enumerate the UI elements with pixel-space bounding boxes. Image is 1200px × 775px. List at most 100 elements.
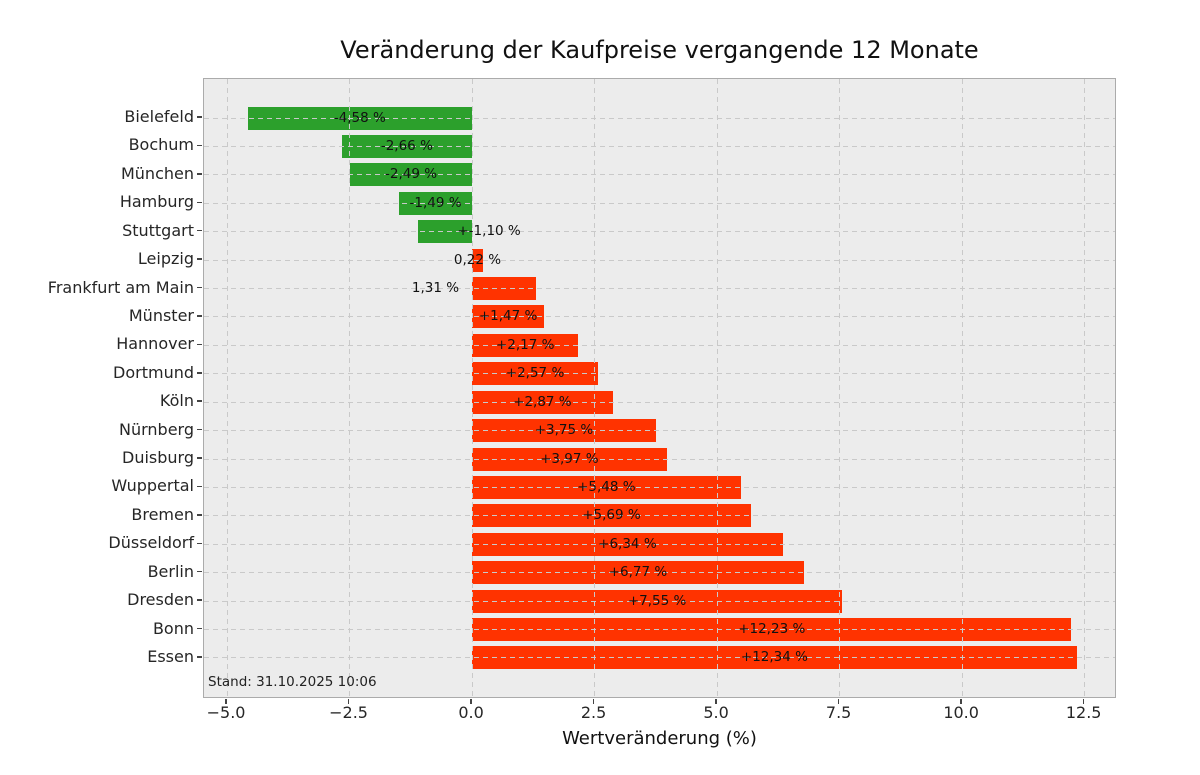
bar-value-label: 0,22 % [453,251,502,268]
bar-value-label: 1,31 % [411,280,460,297]
y-tick-mark [197,258,202,260]
gridline-vertical [1084,79,1086,697]
y-tick-label: Düsseldorf [108,533,194,553]
y-tick-mark [197,428,202,431]
y-tick-label: Essen [147,646,194,666]
x-tick-label: −2.5 [329,703,368,722]
y-tick-mark [197,485,202,488]
x-tick-mark [225,699,227,704]
bar-value-label: +1,47 % [478,308,538,325]
gridline-horizontal [204,401,1115,403]
y-tick-mark [197,173,202,175]
y-tick-label: Stuttgart [122,220,194,240]
y-tick-label: Hannover [116,334,194,354]
gridline-horizontal [204,600,1115,602]
x-tick-label: 10.0 [943,703,979,722]
status-note: Stand: 31.10.2025 10:06 [208,674,377,690]
gridline-horizontal [204,430,1115,432]
gridline-vertical [349,79,351,697]
bar-value-label: +7,55 % [627,592,687,609]
y-tick-mark [197,400,202,402]
gridline-vertical [839,79,841,697]
x-tick-label: 0.0 [458,703,484,722]
y-tick-label: Bremen [131,504,194,524]
gridline-horizontal [204,515,1115,517]
gridline-vertical [226,79,228,697]
y-tick-label: Köln [159,391,194,411]
y-tick-mark [197,286,202,289]
gridline-horizontal [204,373,1115,375]
gridline-horizontal [204,288,1115,290]
bar-value-label: +2,87 % [513,393,572,410]
bar-value-label: +3,97 % [540,450,599,467]
x-tick-label: 2.5 [580,703,607,722]
bar-value-label: +12,23 % [738,621,806,638]
gridline-horizontal [204,316,1115,318]
x-tick-mark [1082,699,1085,704]
gridline-horizontal [204,259,1115,261]
plot-area: -4,58 % -2,66 % -2,49 % -1,49 % +-1,10 % 0,22… [203,78,1116,698]
gridline-horizontal [204,145,1115,147]
bar-value-label: -4,58 % [333,109,386,126]
y-tick-label: Duisburg [122,448,194,468]
bar-value-label: +3,75 % [534,422,594,439]
y-tick-label: München [120,163,194,183]
gridline-horizontal [204,117,1115,119]
gridline-horizontal [204,231,1115,233]
x-tick-label: −5.0 [206,703,246,722]
gridline-vertical [716,79,718,697]
y-tick-mark [197,570,202,573]
y-tick-mark [197,144,202,147]
y-tick-mark [197,457,202,459]
y-tick-mark [197,627,202,630]
y-tick-mark [197,343,202,346]
y-tick-mark [197,229,202,232]
y-tick-mark [197,656,202,658]
x-tick-label: 12.5 [1065,703,1102,722]
bar-value-label: +6,77 % [608,564,668,581]
bar-value-label: -2,49 % [385,166,438,183]
bar-value-label: +5,69 % [582,507,641,524]
y-tick-mark [197,599,202,601]
y-tick-mark [197,201,202,203]
gridline-vertical [961,79,963,697]
y-tick-label: Bonn [152,618,194,638]
y-tick-mark [197,372,202,374]
y-tick-label: Dresden [127,590,194,610]
chart-title: Veränderung der Kaufpreise vergangende 1… [340,36,979,64]
bar-value-label: +-1,10 % [457,223,521,240]
bar-value-label: +2,17 % [495,336,555,353]
x-tick-mark [960,699,962,704]
y-tick-label: Dortmund [113,362,194,382]
x-tick-label: 5.0 [703,703,729,722]
x-axis-label: Wertveränderung (%) [562,728,757,749]
x-tick-mark [715,699,717,704]
gridline-horizontal [204,202,1115,204]
x-tick-mark [347,699,350,704]
gridline-horizontal [204,344,1115,346]
gridline-horizontal [204,572,1115,574]
gridline-horizontal [204,657,1115,659]
y-tick-label: Leipzig [137,249,194,269]
y-tick-label: Bochum [128,135,194,155]
gridline-horizontal [204,629,1115,631]
gridline-horizontal [204,486,1115,488]
y-tick-label: Nürnberg [119,419,194,439]
bar-value-label: +2,57 % [505,365,565,382]
y-tick-mark [197,514,202,516]
bar-value-label: +6,34 % [598,535,657,552]
x-tick-mark [837,699,840,704]
gridline-vertical [594,79,596,697]
y-tick-label: Münster [128,305,194,325]
x-tick-label: 7.5 [825,703,852,722]
bar-value-label: -1,49 % [409,194,462,211]
y-tick-label: Frankfurt am Main [47,277,194,297]
gridline-horizontal [204,174,1115,176]
y-tick-mark [197,116,202,118]
gridline-horizontal [204,458,1115,460]
x-tick-mark [470,699,472,704]
gridline-horizontal [204,543,1115,545]
y-tick-mark [197,542,202,545]
y-tick-label: Berlin [147,561,194,581]
